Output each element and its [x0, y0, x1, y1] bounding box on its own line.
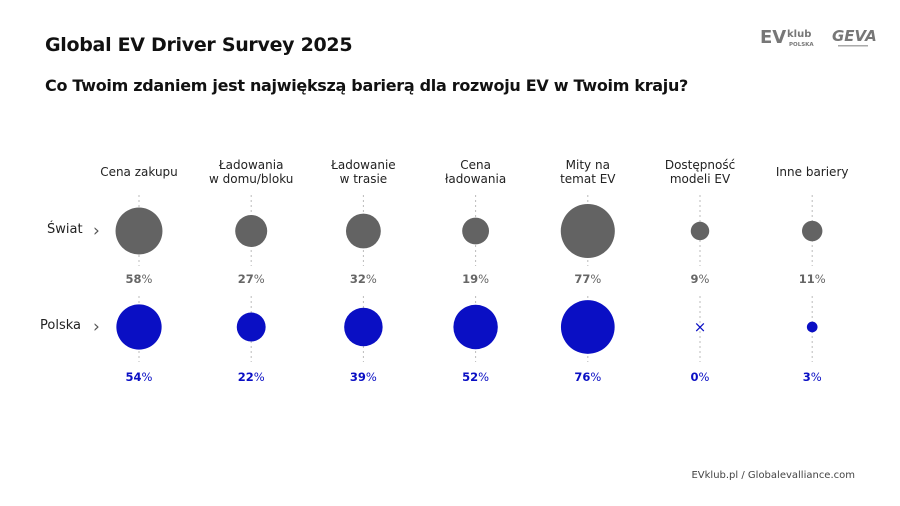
- chevron-right-icon[interactable]: ›: [93, 221, 100, 241]
- value-label: 77%: [558, 272, 618, 286]
- value-unit: %: [814, 272, 826, 286]
- value-number: 39: [349, 370, 366, 384]
- zero-marker: ×: [694, 318, 707, 336]
- svg-text:GEVA: GEVA: [832, 27, 877, 45]
- value-number: 77: [574, 272, 591, 286]
- value-unit: %: [253, 370, 265, 384]
- footer-links: EVklub.pl / Globalevalliance.com: [691, 470, 855, 481]
- bubble-świat: [690, 221, 710, 241]
- value-unit: %: [478, 272, 490, 286]
- column-header: Ładowanie w trasie: [331, 158, 396, 186]
- svg-text:POLSKA: POLSKA: [789, 42, 814, 48]
- value-unit: %: [365, 370, 377, 384]
- value-label: 9%: [670, 272, 730, 286]
- value-unit: %: [698, 272, 710, 286]
- column-header: Cena ładowania: [445, 158, 507, 186]
- bubble-polska: [560, 300, 615, 354]
- column-header: Ładowania w domu/bloku: [208, 158, 294, 186]
- svg-text:klub: klub: [787, 29, 811, 40]
- column-header: Cena zakupu: [100, 165, 178, 179]
- svg-text:EV: EV: [760, 27, 786, 48]
- bubble-świat: [235, 214, 268, 248]
- value-label: 76%: [558, 370, 618, 384]
- value-number: 54: [125, 370, 142, 384]
- value-number: 0: [690, 370, 699, 384]
- value-number: 11: [798, 272, 815, 286]
- value-label: 58%: [109, 272, 169, 286]
- value-unit: %: [141, 370, 153, 384]
- value-unit: %: [141, 272, 153, 286]
- bubble-polska: [344, 307, 383, 347]
- bubble-polska: [236, 312, 266, 342]
- value-label: 52%: [446, 370, 506, 384]
- value-number: 19: [462, 272, 479, 286]
- value-unit: %: [590, 272, 602, 286]
- value-unit: %: [365, 272, 377, 286]
- value-number: 22: [237, 370, 254, 384]
- bubble-świat: [801, 220, 823, 242]
- value-number: 58: [125, 272, 142, 286]
- value-label: 11%: [782, 272, 842, 286]
- bubble-świat: [115, 207, 163, 255]
- value-unit: %: [253, 272, 265, 286]
- value-number: 9: [690, 272, 699, 286]
- bubble-świat: [560, 203, 615, 259]
- bubble-polska: [806, 321, 818, 333]
- row-label: Polska: [40, 318, 81, 333]
- value-label: 54%: [109, 370, 169, 384]
- evklub-logo: EV klub POLSKA: [760, 26, 820, 54]
- value-label: 0%: [670, 370, 730, 384]
- page-title: Global EV Driver Survey 2025: [45, 34, 353, 56]
- page-subtitle: Co Twoim zdaniem jest największą barierą…: [45, 76, 689, 95]
- value-label: 27%: [221, 272, 281, 286]
- bubble-polska: [453, 304, 498, 350]
- row-label: Świat: [47, 222, 83, 237]
- value-label: 22%: [221, 370, 281, 384]
- value-number: 27: [237, 272, 254, 286]
- bubble-polska: [116, 304, 162, 350]
- value-unit: %: [590, 370, 602, 384]
- column-header: Inne bariery: [775, 165, 849, 179]
- column-header: Mity na temat EV: [560, 158, 616, 186]
- value-unit: %: [478, 370, 490, 384]
- column-header: Dostępność modeli EV: [664, 158, 736, 186]
- value-number: 3: [802, 370, 811, 384]
- value-unit: %: [810, 370, 822, 384]
- bubble-świat: [345, 213, 381, 249]
- value-label: 19%: [446, 272, 506, 286]
- value-label: 3%: [782, 370, 842, 384]
- geva-logo: GEVA: [832, 26, 877, 54]
- chevron-right-icon[interactable]: ›: [93, 317, 100, 337]
- bubble-świat: [462, 217, 490, 245]
- value-number: 32: [349, 272, 366, 286]
- value-unit: %: [698, 370, 710, 384]
- value-number: 52: [462, 370, 479, 384]
- value-label: 39%: [333, 370, 393, 384]
- value-number: 76: [574, 370, 591, 384]
- value-label: 32%: [333, 272, 393, 286]
